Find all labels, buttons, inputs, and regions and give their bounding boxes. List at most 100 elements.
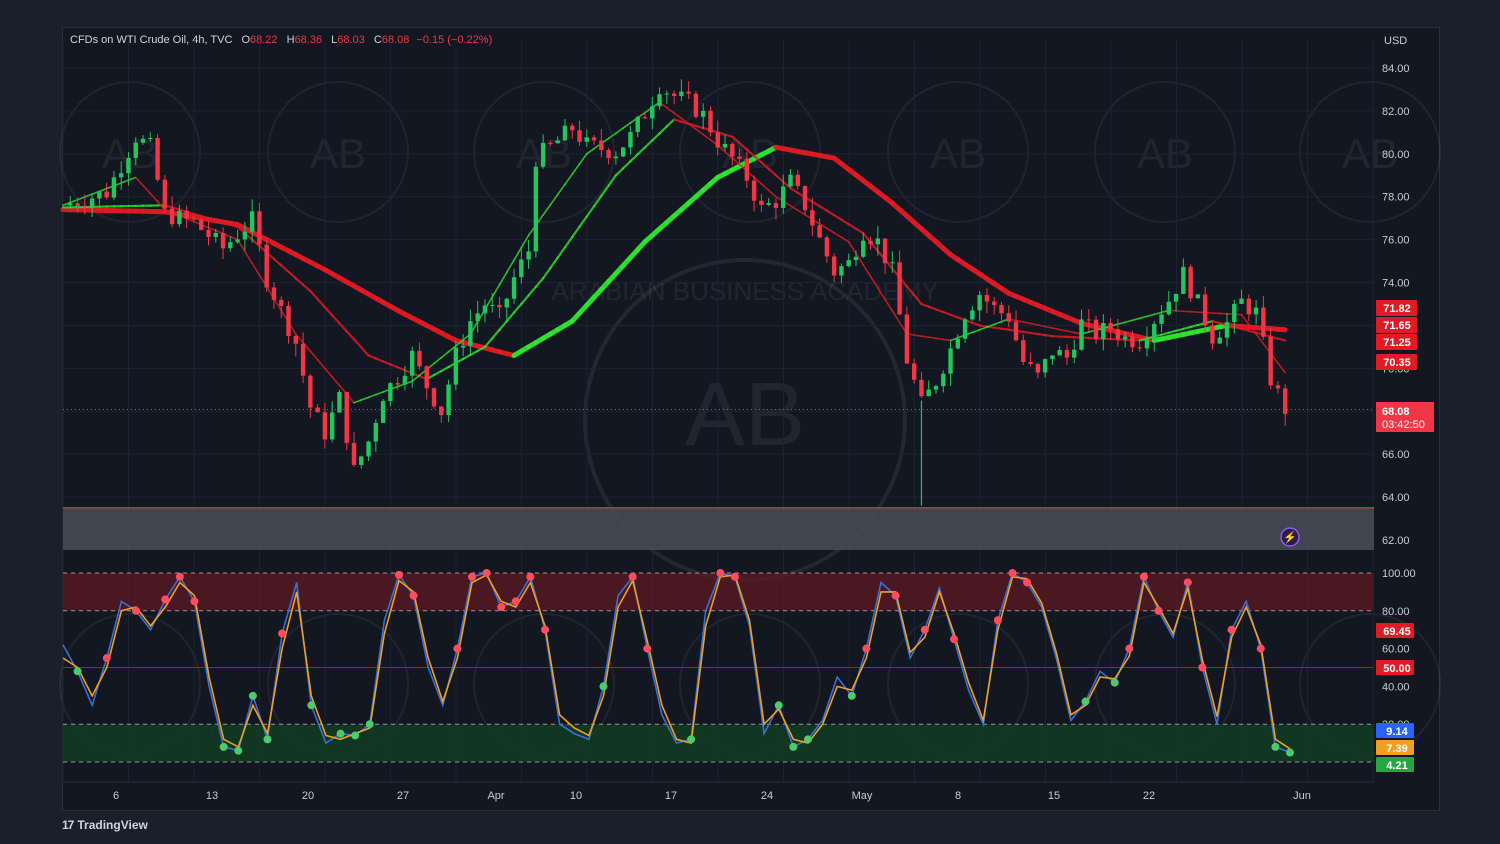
ma-price-label: 71.25 [1383,337,1411,349]
time-tick-label: 10 [570,790,582,802]
ma-fast-segment [127,176,137,182]
time-tick-label: Jun [1293,790,1311,802]
candle-body [1224,322,1230,338]
ma-medium-segment [614,167,625,177]
candle-body [977,294,982,311]
candle-body [933,386,939,390]
ma-medium-segment [323,306,334,317]
ma-medium-segment [847,223,858,230]
osc-value-label: 50.00 [1383,663,1411,675]
ma-medium-segment [549,256,559,270]
stochastic-oscillator [62,569,1374,763]
candle-body [861,240,866,257]
ma-medium-segment [294,277,305,286]
ma-fast-segment [309,350,319,361]
ma-fast-segment [273,297,283,312]
candle-body [620,147,626,157]
ma-medium-segment [592,194,603,208]
candle-body [89,198,95,208]
stoch-cross-dot [132,606,141,615]
ma-price-label-bg [1376,354,1417,370]
candle-body [322,412,328,440]
ma-medium-segment [789,187,799,194]
watermark-badge [267,81,409,223]
ma-medium-segment [1233,325,1243,330]
ma-fast-segment [556,183,566,196]
watermark-badge [473,81,615,223]
ma-medium-segment [527,285,537,297]
ma-medium-segment [920,302,930,308]
ma-medium-segment [1000,327,1010,331]
ma-fast-segment [920,335,930,339]
ma-fast-segment [375,391,384,396]
ma-medium-segment [200,214,210,220]
ma-fast-segment [149,192,159,203]
ma-price-label-bg [1376,317,1417,333]
ma-medium-segment [192,212,203,218]
ma-medium-segment [934,308,945,314]
watermark-badge [59,81,201,223]
ma-fast-segment [1240,313,1250,326]
ma-price-label: 71.65 [1383,320,1411,332]
stoch-cross-dot [847,691,856,700]
candle-body [599,140,604,151]
ma-medium-segment [913,294,923,306]
candle-body [831,256,837,276]
candle-body [1202,294,1208,326]
candle-body [875,238,880,245]
ma-medium-segment [782,180,792,190]
candle-body [504,298,509,308]
ma-fast-segment [666,106,675,114]
ma-fast-segment [862,264,872,278]
ma-medium-segment [542,266,552,280]
ma-medium-segment [905,285,916,297]
candle-body [839,266,844,276]
ma-fast-segment [789,204,799,212]
ma-medium-segment [840,218,850,226]
time-tick-label: 17 [665,790,677,802]
candle-body [373,422,379,442]
candle-body [751,180,757,201]
candle-body [846,260,851,267]
ma-medium-segment [753,154,763,164]
candle-body [1021,340,1026,362]
candle-body [264,244,269,288]
candle-body [911,363,917,380]
ma-fast-segment [324,367,333,378]
ma-medium-segment [287,270,297,280]
osc-value-label: 7.39 [1386,743,1407,755]
ma-medium-segment [723,133,734,138]
ma-medium-segment [382,360,392,366]
stoch-cross-dot [73,667,82,676]
time-tick-label: Apr [487,790,504,802]
osc-tick-label: 40.00 [1382,681,1410,693]
ma-medium-segment [1240,327,1250,332]
tradingview-logo[interactable]: 17 TradingView [62,818,148,832]
candle-body [555,140,560,144]
ma-medium-segment [476,345,487,353]
ma-fast-segment [753,176,763,185]
stoch-cross-dot [336,729,345,738]
candle-body [984,294,990,302]
stoch-cross-dot [468,572,476,581]
candle-body [693,93,699,117]
candle-body [962,319,968,339]
stoch-cross-dot [862,644,871,653]
osc-value-label-bg [1376,757,1414,772]
stoch-cross-dot [687,735,696,744]
symbol-legend: CFDs on WTI Crude Oil, 4h, TVC O68.22 H6… [70,34,492,46]
ma-fast-segment [229,235,239,241]
axes: 84.0082.0080.0078.0076.0074.0070.0066.00… [63,35,1416,802]
ma-medium-segment [520,294,530,306]
candle-body [577,130,582,142]
candle-body [293,336,298,344]
candle-body [242,231,248,240]
candle-body [868,240,873,245]
candle-body [329,412,335,440]
watermark-badge [887,81,1029,223]
ma-fast-segment [680,117,690,125]
ma-fast-segment [1248,323,1257,335]
osc-value-label-bg [1376,723,1414,738]
candle-body [213,232,218,238]
